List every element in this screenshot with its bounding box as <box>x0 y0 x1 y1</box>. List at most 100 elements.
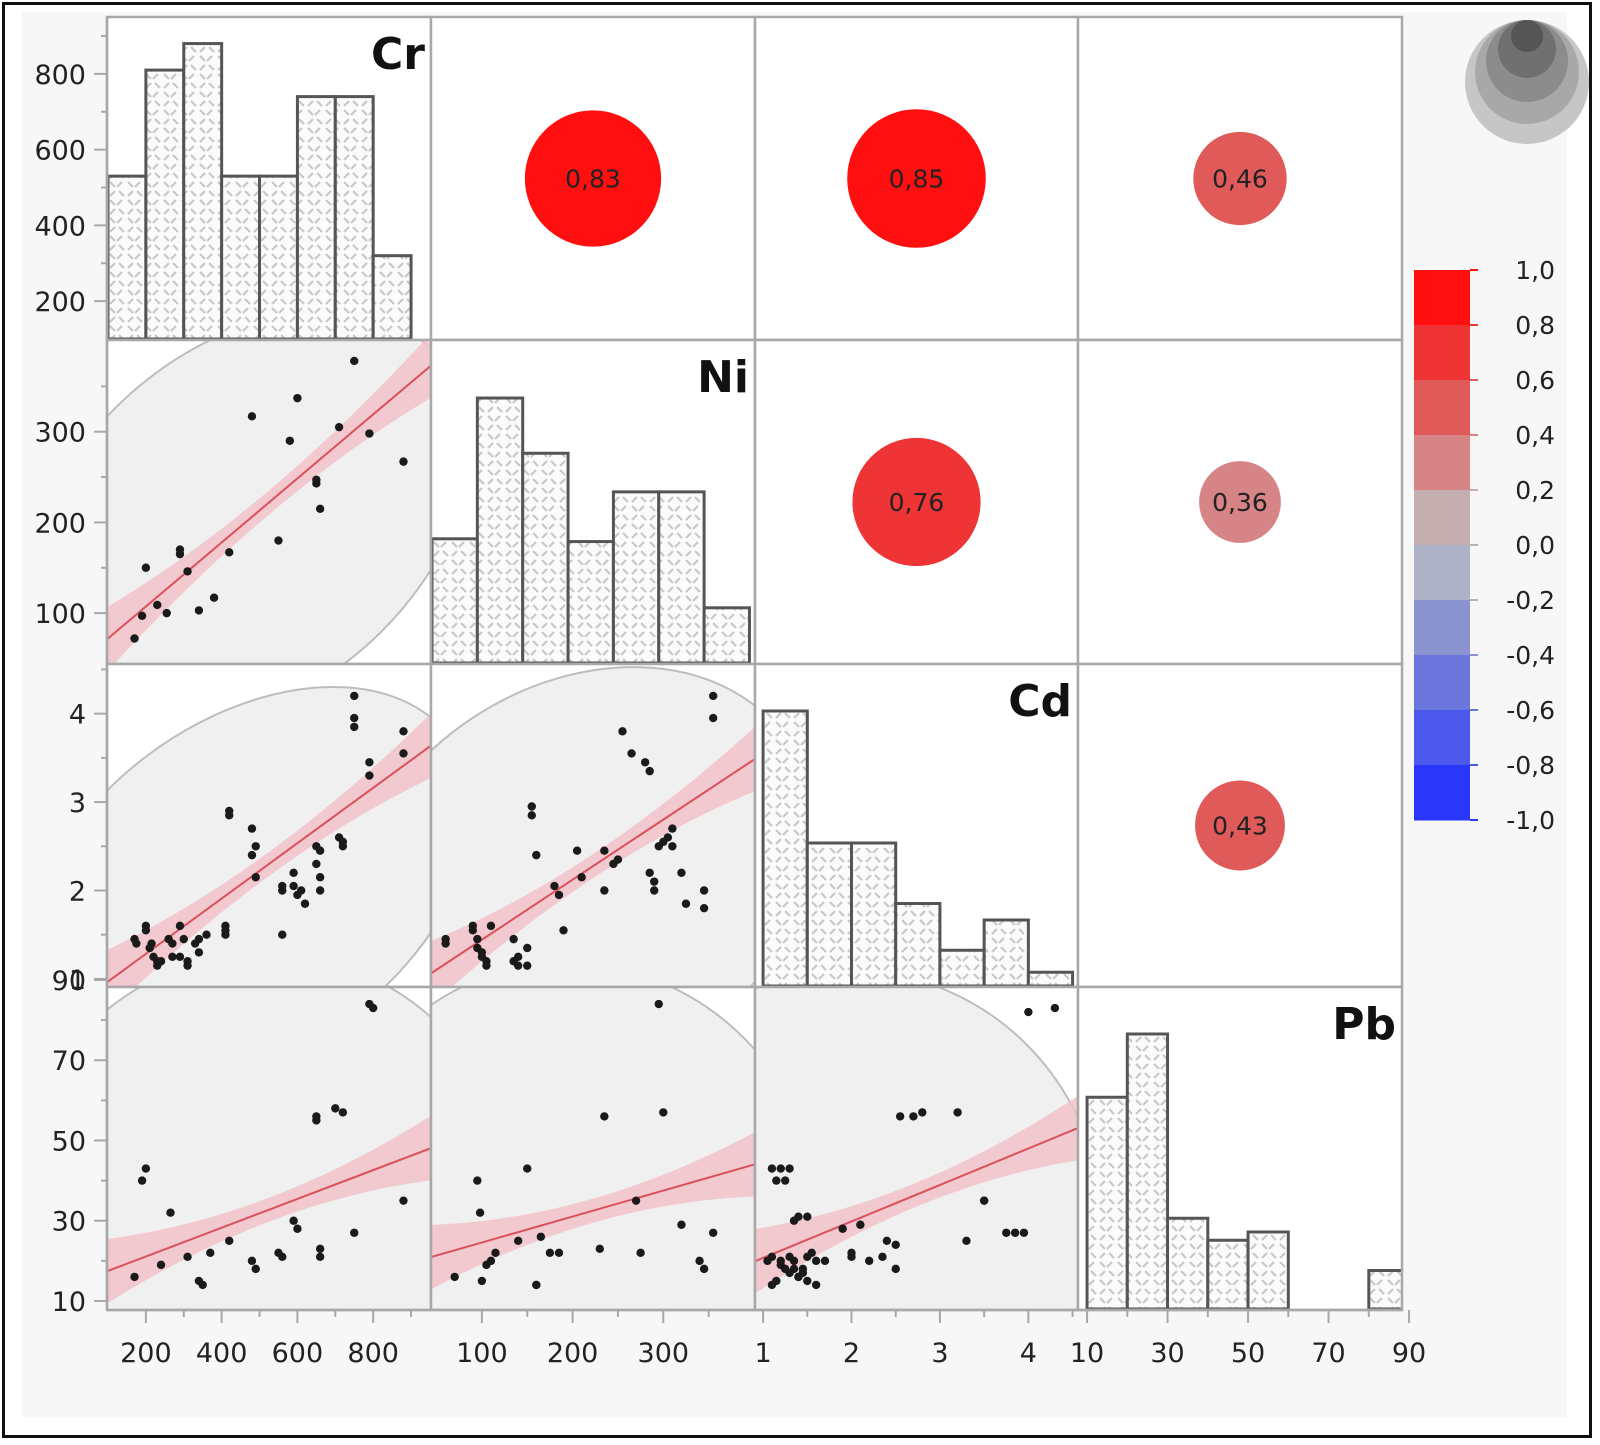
data-point <box>847 1252 856 1262</box>
data-point <box>491 1248 500 1258</box>
histogram-bar <box>258 174 299 339</box>
y-tick-label: 1 <box>69 965 86 996</box>
data-point <box>962 1236 971 1245</box>
data-point <box>293 393 302 403</box>
correlation-value: 0,85 <box>889 165 945 194</box>
variable-label-Cd: Cd <box>1008 676 1072 727</box>
panel-content <box>761 709 1075 986</box>
data-point <box>285 436 295 445</box>
data-point <box>315 1244 325 1254</box>
data-point <box>350 1228 359 1237</box>
data-point <box>600 886 609 895</box>
data-point <box>278 886 287 895</box>
fit-line <box>432 758 754 974</box>
data-point <box>473 1176 482 1185</box>
data-point <box>708 1228 718 1237</box>
y-tick-label: 100 <box>34 599 86 630</box>
data-point <box>350 722 359 732</box>
x-tick-label: 1 <box>754 1338 771 1369</box>
panel-Pb-Cd <box>753 985 1080 1312</box>
data-point <box>331 1104 340 1113</box>
confidence-band <box>108 714 430 986</box>
data-point <box>334 422 344 432</box>
data-point <box>699 886 709 895</box>
histogram-bar <box>371 254 413 339</box>
data-point <box>312 1116 321 1125</box>
data-point <box>1050 1003 1060 1013</box>
correlation-circle <box>847 109 986 248</box>
data-point <box>776 1256 785 1266</box>
data-point <box>289 868 298 878</box>
data-point <box>350 713 359 723</box>
data-point <box>532 1280 541 1290</box>
data-point <box>475 1208 485 1217</box>
panel-Ni-Pb: 0,36 <box>1076 338 1404 666</box>
y-tick-label: 70 <box>52 1046 86 1077</box>
histogram-bar <box>982 918 1030 986</box>
histogram-bar <box>938 948 986 986</box>
data-point <box>293 1224 302 1233</box>
correlation-circle <box>852 437 981 567</box>
data-point <box>600 846 609 855</box>
x-axes: 200 400 600 800 100 200 300 1 2 3 4 10 30 50 70 90 <box>107 1308 1426 1369</box>
variable-label-Cr: Cr <box>371 29 425 80</box>
data-point <box>878 1252 887 1262</box>
histogram-bar <box>1246 1230 1290 1309</box>
correlation-circle <box>1199 461 1281 543</box>
data-point <box>289 881 298 891</box>
color-legend-label: 0,2 <box>1515 476 1555 505</box>
data-point <box>627 749 636 758</box>
data-point <box>509 934 518 944</box>
data-point <box>767 1280 777 1290</box>
data-point <box>979 1196 989 1205</box>
y-tick-label: 2 <box>69 876 86 907</box>
histogram-bar <box>521 451 570 663</box>
color-legend-label: -0,4 <box>1506 641 1555 670</box>
data-point <box>523 943 532 953</box>
histogram-bar <box>432 537 479 663</box>
data-point <box>183 1252 192 1262</box>
x-tick-label: 3 <box>931 1338 948 1369</box>
panel-Cr-Pb: 0,46 <box>1076 15 1404 342</box>
data-point <box>891 1240 900 1250</box>
data-point <box>767 1252 777 1262</box>
data-point <box>156 957 166 966</box>
y-tick-label: 4 <box>69 700 86 731</box>
data-point <box>399 1196 408 1205</box>
data-point <box>699 903 709 913</box>
panel-Cr-Ni: 0,83 <box>429 15 757 342</box>
histogram-bar <box>144 68 186 339</box>
data-point <box>811 1280 821 1290</box>
data-point <box>645 766 654 776</box>
confidence-band <box>432 727 754 986</box>
correlation-value: 0,46 <box>1212 165 1268 194</box>
y-tick-label: 400 <box>34 211 86 242</box>
data-point <box>153 600 162 610</box>
data-point <box>251 873 260 882</box>
histogram-bar <box>1085 1095 1129 1309</box>
data-point <box>780 1176 790 1185</box>
fit-line <box>432 1163 754 1258</box>
data-point <box>482 961 491 970</box>
data-point <box>1019 1228 1029 1237</box>
histogram-bar <box>1026 970 1075 986</box>
color-legend-label: 0,8 <box>1515 311 1555 340</box>
correlation-value: 0,76 <box>889 488 945 517</box>
data-point <box>399 727 408 736</box>
histogram-bar <box>1206 1238 1250 1309</box>
data-point <box>368 1003 378 1013</box>
panel-Ni-Cd: 0,76 <box>753 338 1080 666</box>
data-point <box>168 952 177 962</box>
data-point <box>618 727 627 736</box>
data-point <box>468 926 478 935</box>
data-point <box>247 824 257 833</box>
data-point <box>486 1256 496 1266</box>
data-point <box>365 758 374 767</box>
data-point <box>820 1256 830 1266</box>
data-point <box>668 824 677 833</box>
panel-content <box>432 666 754 986</box>
panel-content <box>432 988 754 1309</box>
data-point <box>141 563 151 572</box>
data-point <box>1024 1007 1033 1017</box>
panel-Pb-Ni <box>429 985 757 1312</box>
